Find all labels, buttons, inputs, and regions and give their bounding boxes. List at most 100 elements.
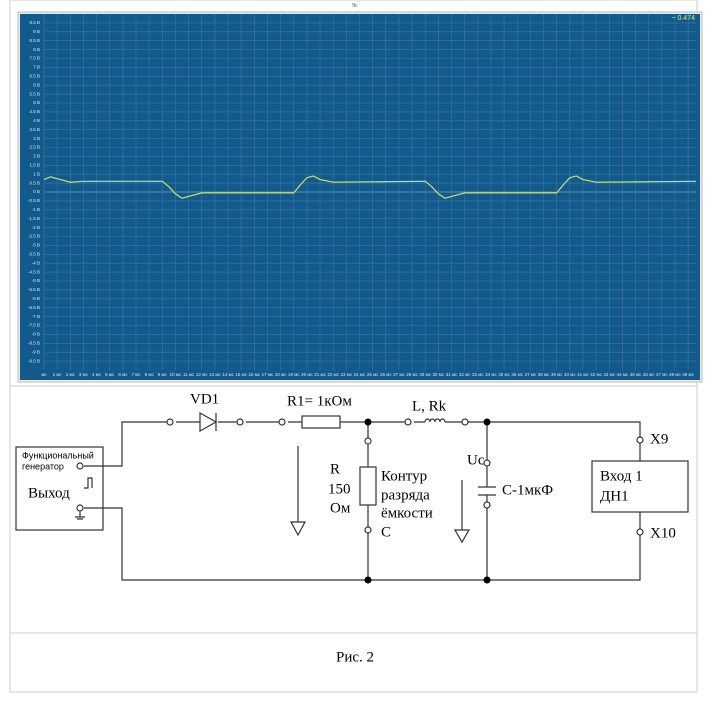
label: С xyxy=(381,524,391,540)
terminal xyxy=(76,462,84,470)
y-tick-label: -4.5 В xyxy=(28,269,40,274)
x-tick-label: 4 мс xyxy=(92,372,102,377)
y-tick-label: 5 В xyxy=(33,100,40,105)
y-tick-label: -8 В xyxy=(32,332,40,337)
label: R1= 1кОм xyxy=(287,393,352,409)
ground xyxy=(75,511,85,520)
x-tick-label: 40 мс xyxy=(564,372,576,377)
generator-box xyxy=(15,446,104,531)
x-tick-label: 14 мс xyxy=(222,372,234,377)
y-tick-label: -9 В xyxy=(32,349,40,354)
label: ёмкости xyxy=(381,505,433,521)
node xyxy=(364,418,372,426)
y-tick-label: -1 В xyxy=(32,207,40,212)
x-tick-label: 13 мс xyxy=(209,372,221,377)
y-tick-label: 5.5 В xyxy=(29,91,40,96)
x-tick-label: 31 мс xyxy=(446,372,458,377)
x-tick-label: 34 мс xyxy=(485,372,497,377)
capacitor xyxy=(478,486,496,496)
x-tick-label: 21 мс xyxy=(314,372,326,377)
x-tick-label: 41 мс xyxy=(577,372,589,377)
resistor xyxy=(359,466,377,506)
input-box xyxy=(591,460,689,513)
x-tick-label: 6 мс xyxy=(118,372,128,377)
y-tick-label: 4 В xyxy=(33,118,40,123)
diode xyxy=(198,411,218,433)
label: разряда xyxy=(381,487,430,503)
label: Ом xyxy=(330,500,351,516)
y-tick-label: -7 В xyxy=(32,314,40,319)
terminal xyxy=(364,437,372,445)
label: Контур xyxy=(381,468,427,484)
label: генератор xyxy=(22,461,64,471)
x-tick-label: 15 мс xyxy=(235,372,247,377)
y-tick-label: 3 В xyxy=(33,136,40,141)
x-tick-label: 8 мс xyxy=(145,372,155,377)
y-tick-label: -2 В xyxy=(32,225,40,230)
x-tick-label: 3 мс xyxy=(79,372,89,377)
label: Выход xyxy=(28,485,70,501)
y-tick-label: -1.5 В xyxy=(28,216,40,221)
x-tick-label: 20 мс xyxy=(301,372,313,377)
x-tick-label: 38 мс xyxy=(538,372,550,377)
y-tick-label: 2 В xyxy=(33,154,40,159)
y-tick-label: 9.5 В xyxy=(29,20,40,25)
x-tick-label: 48 мс xyxy=(669,372,681,377)
x-tick-label: 10 мс xyxy=(170,372,182,377)
y-tick-label: 9 В xyxy=(33,29,40,34)
y-tick-label: -8.5 В xyxy=(28,340,40,345)
label: L, Rk xyxy=(412,398,447,414)
y-tick-label: -5 В xyxy=(32,278,40,283)
y-tick-label: 0.5 В xyxy=(29,180,40,185)
y-tick-label: 1 В xyxy=(33,171,40,176)
x-tick-label: 33 мс xyxy=(472,372,484,377)
y-tick-label: 8.5 В xyxy=(29,38,40,43)
x-tick-label: 9 мс xyxy=(158,372,168,377)
node xyxy=(364,576,372,584)
x-tick-label: 24 мс xyxy=(354,372,366,377)
y-tick-label: 7.5 В xyxy=(29,56,40,61)
x-tick-label: 22 мс xyxy=(327,372,339,377)
x-tick-label: 47 мс xyxy=(656,372,668,377)
y-tick-label: 2.5 В xyxy=(29,145,40,150)
trace xyxy=(43,175,697,199)
x-tick-label: 26 мс xyxy=(380,372,392,377)
arrow xyxy=(289,446,307,537)
y-tick-label: -3.5 В xyxy=(28,251,40,256)
y-tick-label: 6.5 В xyxy=(29,73,40,78)
scope-panel xyxy=(20,14,700,380)
terminal xyxy=(483,501,491,509)
terminal xyxy=(364,526,372,534)
label: X10 xyxy=(650,525,676,541)
x-tick-label: 42 мс xyxy=(590,372,602,377)
terminal xyxy=(76,504,84,512)
x-tick-label: 27 мс xyxy=(393,372,405,377)
y-tick-label: 7 В xyxy=(33,65,40,70)
y-tick-label: 8 В xyxy=(33,47,40,52)
label: VD1 xyxy=(190,391,219,407)
x-tick-label: 2 мс xyxy=(66,372,76,377)
y-tick-label: -6.5 В xyxy=(28,305,40,310)
node xyxy=(483,576,491,584)
terminal xyxy=(461,418,469,426)
y-tick-label: -6 В xyxy=(32,296,40,301)
label: Вход 1 xyxy=(600,468,643,484)
x-tick-label: мс xyxy=(41,372,47,377)
x-tick-label: 28 мс xyxy=(406,372,418,377)
y-tick-label: 4.5 В xyxy=(29,109,40,114)
label: Uc xyxy=(467,452,485,468)
label: X9 xyxy=(650,431,668,447)
y-tick-label: -4 В xyxy=(32,260,40,265)
x-tick-label: 5 мс xyxy=(105,372,115,377)
label: С-1мкФ xyxy=(502,482,553,498)
label: R xyxy=(330,461,340,477)
y-tick-label: 6 В xyxy=(33,82,40,87)
terminal xyxy=(636,528,644,536)
x-tick-label: 36 мс xyxy=(511,372,523,377)
arrow xyxy=(453,480,471,544)
resistor xyxy=(301,415,341,429)
x-tick-label: 39 мс xyxy=(551,372,563,377)
x-tick-label: 45 мс xyxy=(630,372,642,377)
x-tick-label: 16 мс xyxy=(249,372,261,377)
